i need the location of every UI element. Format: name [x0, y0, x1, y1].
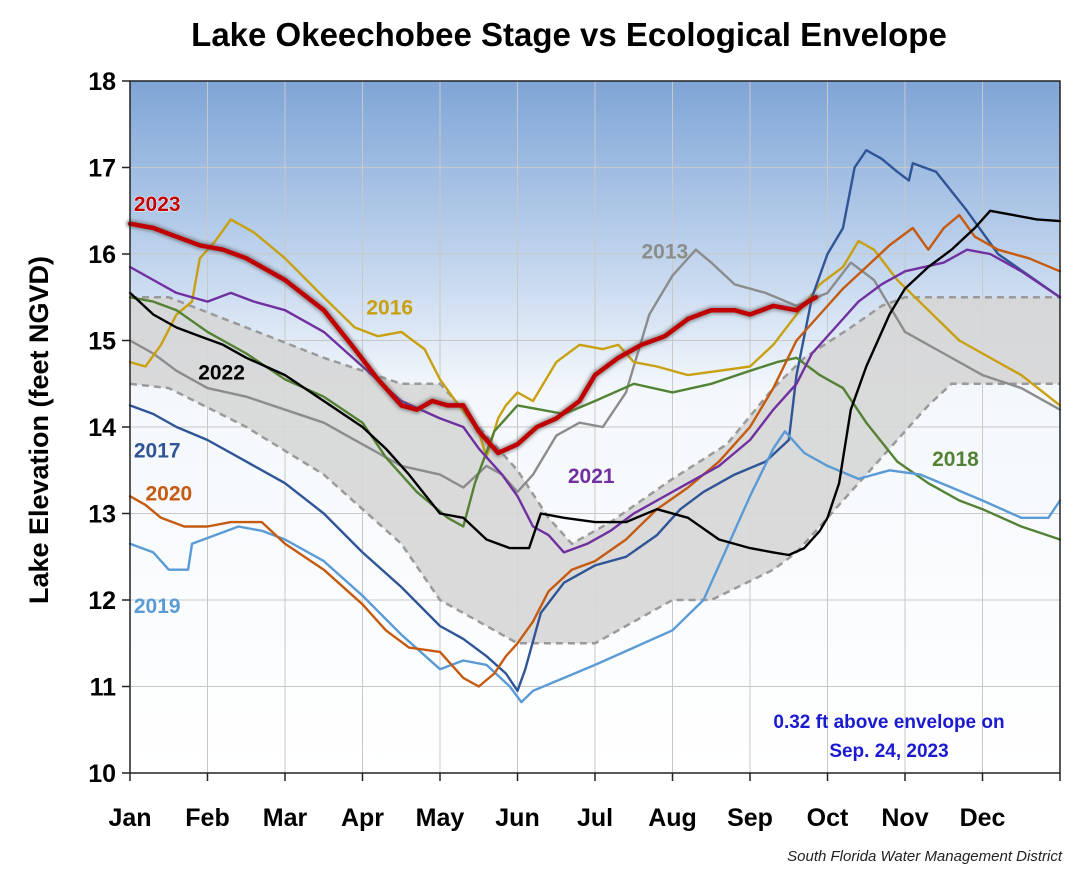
y-tick-label: 16 — [88, 241, 116, 269]
x-tick-label: Mar — [263, 804, 308, 832]
series-label-2021: 2021 — [568, 465, 615, 488]
series-line-2019 — [128, 430, 1062, 704]
annotation-line-1: 0.32 ft above envelope on — [773, 712, 1004, 733]
series-label-2022: 2022 — [198, 361, 245, 384]
x-tick-label: Jul — [577, 804, 613, 832]
series-line-2016 — [128, 218, 1062, 459]
envelope-band — [130, 297, 1060, 644]
x-tick-label: Sep — [727, 804, 773, 832]
series-label-2018: 2018 — [932, 448, 979, 471]
series-label-2016: 2016 — [366, 297, 413, 320]
series-line-2017 — [128, 148, 1062, 692]
series-label-2020: 2020 — [146, 483, 193, 506]
y-tick-label: 15 — [88, 328, 116, 356]
series-line-2020 — [128, 213, 1062, 688]
y-axis-label: Lake Elevation (feet NGVD) — [24, 256, 54, 604]
annotation-line-2: Sep. 24, 2023 — [829, 741, 948, 762]
series-line-2021 — [128, 248, 1062, 554]
series-label-2017: 2017 — [134, 439, 181, 462]
x-tick-label: Jan — [108, 804, 151, 832]
x-tick-label: Nov — [881, 804, 928, 832]
y-tick-label: 14 — [88, 414, 116, 442]
envelope-upper-bound — [130, 296, 1060, 546]
axes: 10 11 12 13 14 15 16 17 18 Jan Feb Mar Apr May Jun Jul A… — [88, 68, 1061, 832]
series-label-2019: 2019 — [134, 595, 181, 618]
y-tick-label: 18 — [88, 68, 116, 96]
series-line-2023 — [127, 221, 819, 456]
x-tick-label: May — [416, 804, 465, 832]
x-tick-label: Jun — [495, 804, 539, 832]
y-tick-label: 17 — [88, 155, 116, 183]
y-tick-label: 11 — [90, 674, 117, 702]
series-line-2022 — [128, 209, 1062, 557]
source-credit: South Florida Water Management District — [787, 848, 1063, 865]
series-label-2013: 2013 — [642, 240, 689, 263]
series-labels: 2013 2016 2017 2018 2019 2020 2021 2022 2023 — [133, 192, 979, 618]
series-lines — [126, 148, 1062, 704]
ecological-envelope — [129, 296, 1060, 645]
x-tick-label: Feb — [185, 804, 229, 832]
y-tick-label: 10 — [88, 760, 116, 788]
chart-title: Lake Okeechobee Stage vs Ecological Enve… — [191, 16, 947, 53]
x-tick-label: Dec — [960, 804, 1006, 832]
y-tick-label: 13 — [88, 501, 116, 529]
x-tick-label: Oct — [807, 804, 849, 832]
series-label-2023: 2023 — [134, 193, 181, 216]
y-tick-label: 12 — [88, 587, 116, 615]
x-tick-label: Apr — [341, 804, 384, 832]
x-tick-label: Aug — [648, 804, 697, 832]
envelope-lower-bound — [129, 382, 1060, 645]
